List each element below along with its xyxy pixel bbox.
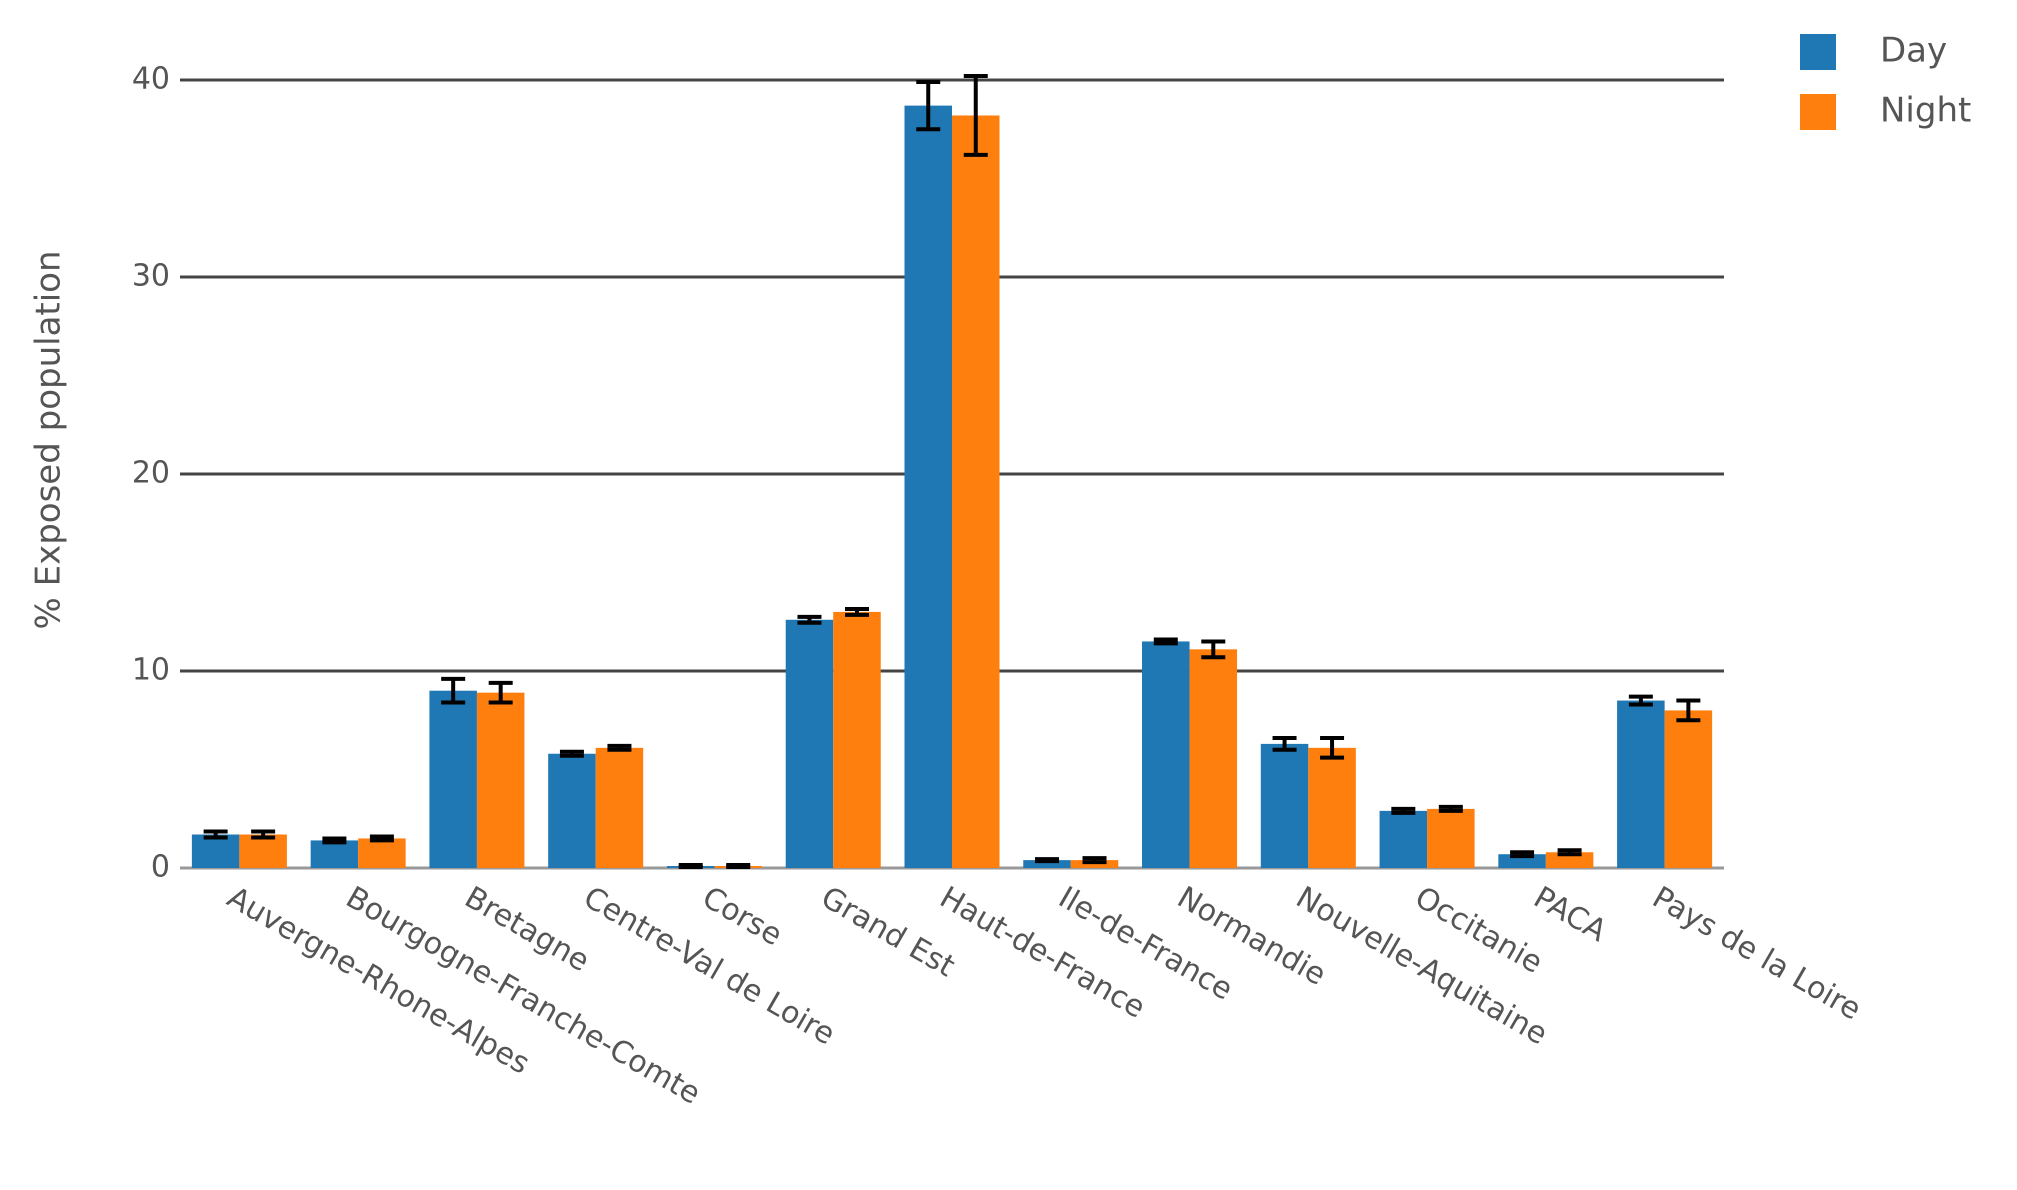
error-bar — [1201, 639, 1226, 660]
bar — [476, 692, 525, 868]
bar — [548, 753, 596, 868]
bar — [1142, 641, 1190, 868]
x-tick-label: PACA — [1528, 880, 1613, 949]
error-bar — [1082, 856, 1107, 865]
error-bar — [607, 743, 632, 752]
error-bar — [322, 836, 347, 845]
bar — [595, 747, 644, 868]
error-bar — [1676, 698, 1701, 723]
y-tick-label: 40 — [132, 62, 170, 97]
error-bar — [1510, 850, 1535, 859]
x-tick-label: Pays de la Loire — [1646, 880, 1866, 1027]
error-bar — [1272, 735, 1297, 752]
bar — [1427, 808, 1475, 868]
error-bar — [559, 749, 584, 758]
legend-label: Night — [1880, 91, 1971, 131]
error-bar — [1438, 804, 1463, 813]
error-bar — [1320, 735, 1345, 760]
bar — [1023, 860, 1071, 868]
error-bar — [1035, 857, 1060, 864]
bar — [1189, 649, 1238, 868]
bar — [904, 105, 952, 869]
bar — [239, 834, 287, 868]
error-bar — [1391, 806, 1416, 815]
error-bar — [203, 829, 228, 840]
legend-label: Day — [1880, 31, 1947, 71]
error-bar — [251, 829, 276, 840]
bar — [1379, 810, 1428, 868]
error-bar — [1557, 848, 1582, 857]
error-bar — [963, 74, 988, 157]
error-bar — [916, 79, 941, 132]
bar — [1308, 747, 1356, 868]
y-tick-label: 20 — [132, 456, 170, 491]
error-bar — [369, 834, 394, 843]
bar — [785, 619, 834, 868]
error-bar — [726, 863, 751, 870]
x-tick-label: Haut-de-France — [934, 880, 1151, 1026]
error-bar — [844, 606, 869, 617]
legend-swatch — [1800, 94, 1836, 130]
bar — [1260, 743, 1309, 868]
error-bar — [488, 680, 513, 705]
error-bar — [1153, 637, 1178, 646]
bar — [358, 838, 406, 868]
y-tick-label: 10 — [132, 653, 170, 688]
bar — [191, 834, 240, 868]
y-axis-title: % Exposed population — [29, 250, 69, 629]
error-bar — [1628, 694, 1653, 707]
error-bar — [441, 676, 466, 705]
bar — [952, 115, 1000, 868]
x-tick-label: Corse — [696, 880, 788, 953]
error-bar — [797, 614, 822, 625]
bar — [1664, 710, 1713, 868]
legend-swatch — [1800, 34, 1836, 70]
bar — [833, 611, 881, 868]
y-tick-label: 30 — [132, 259, 170, 294]
bar — [429, 690, 477, 868]
bar — [310, 840, 359, 868]
x-tick-label: Grand Est — [815, 880, 961, 984]
bar — [1617, 700, 1665, 868]
error-bar — [678, 863, 703, 870]
y-tick-label: 0 — [151, 850, 170, 885]
